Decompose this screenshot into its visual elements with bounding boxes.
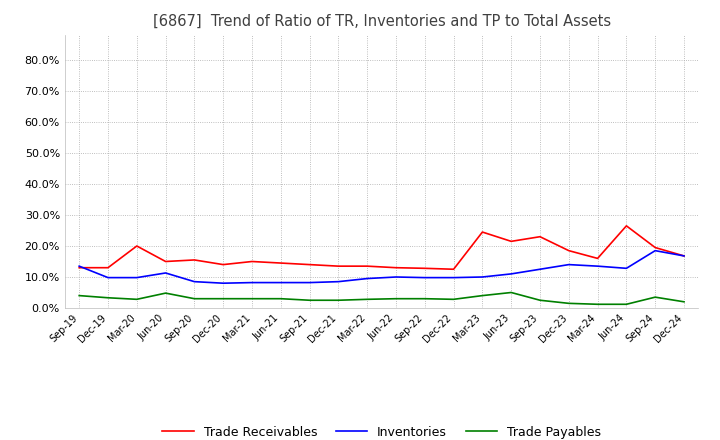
Trade Payables bbox=[161, 290, 170, 296]
Inventories bbox=[622, 266, 631, 271]
Trade Payables bbox=[190, 296, 199, 301]
Inventories bbox=[680, 253, 688, 259]
Trade Receivables bbox=[680, 253, 688, 259]
Trade Payables bbox=[104, 295, 112, 301]
Trade Payables bbox=[680, 299, 688, 304]
Trade Payables bbox=[593, 302, 602, 307]
Trade Payables bbox=[392, 296, 400, 301]
Trade Payables bbox=[363, 297, 372, 302]
Inventories bbox=[478, 275, 487, 280]
Inventories bbox=[132, 275, 141, 280]
Inventories bbox=[392, 275, 400, 280]
Trade Receivables bbox=[219, 262, 228, 267]
Trade Payables bbox=[75, 293, 84, 298]
Inventories bbox=[75, 264, 84, 269]
Trade Receivables bbox=[276, 260, 285, 266]
Trade Payables bbox=[420, 296, 429, 301]
Trade Receivables bbox=[248, 259, 256, 264]
Trade Payables bbox=[536, 297, 544, 303]
Trade Receivables bbox=[564, 248, 573, 253]
Inventories bbox=[305, 280, 314, 285]
Trade Payables bbox=[507, 290, 516, 295]
Trade Payables bbox=[276, 296, 285, 301]
Trade Payables bbox=[219, 296, 228, 301]
Inventories bbox=[593, 264, 602, 269]
Trade Receivables bbox=[651, 245, 660, 250]
Trade Payables bbox=[305, 297, 314, 303]
Trade Payables bbox=[622, 302, 631, 307]
Inventories bbox=[248, 280, 256, 285]
Trade Receivables bbox=[420, 266, 429, 271]
Trade Payables bbox=[651, 294, 660, 300]
Line: Trade Receivables: Trade Receivables bbox=[79, 226, 684, 269]
Inventories bbox=[190, 279, 199, 284]
Trade Receivables bbox=[478, 229, 487, 235]
Trade Receivables bbox=[104, 265, 112, 270]
Legend: Trade Receivables, Inventories, Trade Payables: Trade Receivables, Inventories, Trade Pa… bbox=[157, 421, 606, 440]
Trade Payables bbox=[449, 297, 458, 302]
Line: Trade Payables: Trade Payables bbox=[79, 293, 684, 304]
Title: [6867]  Trend of Ratio of TR, Inventories and TP to Total Assets: [6867] Trend of Ratio of TR, Inventories… bbox=[153, 14, 611, 29]
Inventories bbox=[276, 280, 285, 285]
Line: Inventories: Inventories bbox=[79, 251, 684, 283]
Trade Receivables bbox=[536, 234, 544, 239]
Trade Receivables bbox=[132, 243, 141, 249]
Inventories bbox=[363, 276, 372, 281]
Trade Receivables bbox=[449, 267, 458, 272]
Trade Receivables bbox=[190, 257, 199, 263]
Trade Receivables bbox=[392, 265, 400, 270]
Inventories bbox=[219, 281, 228, 286]
Inventories bbox=[449, 275, 458, 280]
Trade Receivables bbox=[161, 259, 170, 264]
Inventories bbox=[334, 279, 343, 284]
Trade Payables bbox=[248, 296, 256, 301]
Trade Payables bbox=[564, 301, 573, 306]
Inventories bbox=[536, 267, 544, 272]
Trade Payables bbox=[132, 297, 141, 302]
Trade Receivables bbox=[363, 264, 372, 269]
Inventories bbox=[104, 275, 112, 280]
Inventories bbox=[564, 262, 573, 267]
Trade Receivables bbox=[334, 264, 343, 269]
Inventories bbox=[420, 275, 429, 280]
Trade Receivables bbox=[507, 239, 516, 244]
Inventories bbox=[651, 248, 660, 253]
Inventories bbox=[507, 271, 516, 276]
Trade Payables bbox=[334, 297, 343, 303]
Trade Payables bbox=[478, 293, 487, 298]
Trade Receivables bbox=[75, 265, 84, 270]
Trade Receivables bbox=[305, 262, 314, 267]
Trade Receivables bbox=[622, 223, 631, 228]
Inventories bbox=[161, 270, 170, 275]
Trade Receivables bbox=[593, 256, 602, 261]
